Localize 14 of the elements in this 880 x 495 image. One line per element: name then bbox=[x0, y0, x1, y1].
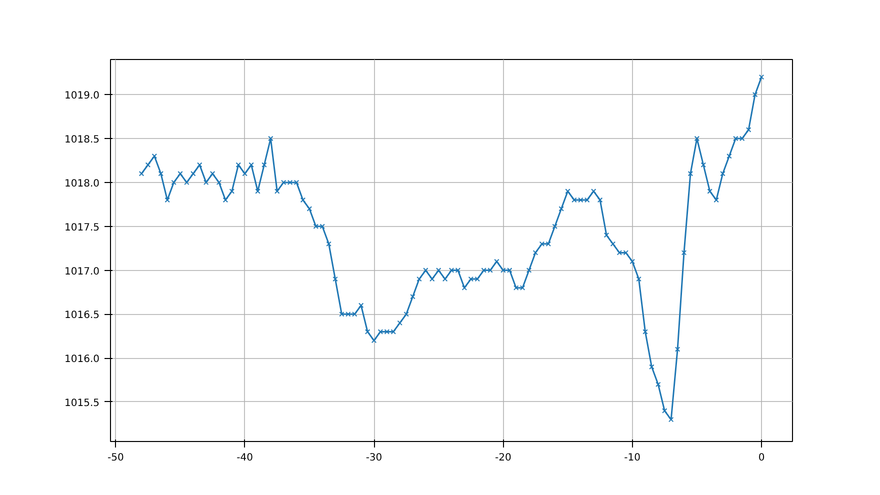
y-tick-label: 1016.5 bbox=[64, 310, 100, 322]
y-tick-label: 1018.5 bbox=[64, 134, 100, 146]
y-tick-label: 1015.5 bbox=[64, 398, 100, 409]
y-tick-label: 1017.0 bbox=[64, 266, 100, 278]
y-tick-label: 1018.0 bbox=[64, 178, 100, 190]
x-tick-label: -50 bbox=[108, 452, 124, 464]
x-tick-label: -20 bbox=[495, 452, 512, 464]
y-tick-label: 1017.5 bbox=[64, 222, 100, 234]
y-tick-label: 1016.0 bbox=[64, 354, 100, 366]
x-tick-label: -30 bbox=[366, 452, 382, 464]
x-tick-label: -40 bbox=[236, 452, 254, 464]
x-tick-label: 0 bbox=[758, 452, 765, 464]
x-tick-label: -10 bbox=[624, 452, 641, 464]
y-tick-label: 1019.0 bbox=[64, 90, 100, 102]
